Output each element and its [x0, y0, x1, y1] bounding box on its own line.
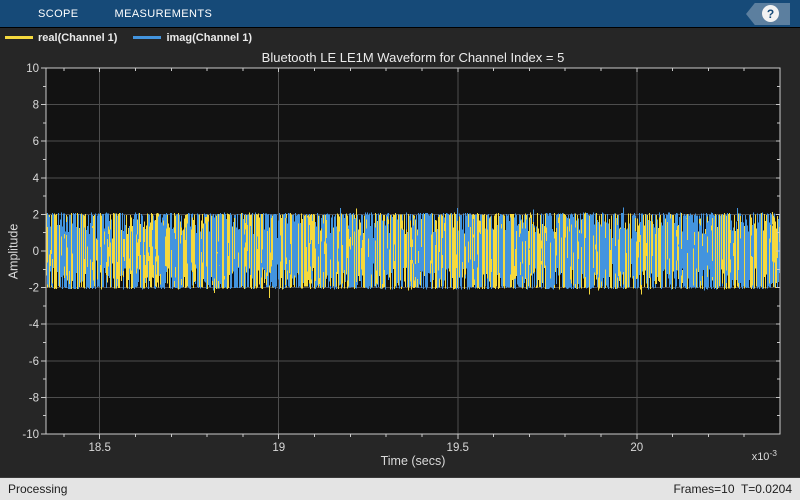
status-bar: Processing Frames=10 T=0.0204: [0, 477, 800, 500]
imag-line-swatch: [133, 36, 162, 39]
waveform-plot: 18.5 19 19.5 20 -10 -8 -6 -4 -2 0 2 4 6 8 10: [22, 63, 781, 454]
tab-scope[interactable]: SCOPE: [38, 7, 79, 20]
svg-text:18.5: 18.5: [89, 442, 111, 454]
svg-text:6: 6: [33, 136, 39, 148]
plot-title: Bluetooth LE LE1M Waveform for Channel I…: [261, 50, 565, 65]
legend-item-imag[interactable]: imag(Channel 1): [133, 32, 252, 44]
x-axis-label: Time (secs): [380, 454, 446, 468]
svg-text:2: 2: [33, 209, 39, 221]
svg-text:4: 4: [33, 173, 40, 185]
svg-text:-6: -6: [29, 356, 39, 368]
legend-label-imag: imag(Channel 1): [166, 31, 253, 44]
x-scale-exponent: x10-3: [751, 448, 777, 463]
svg-text:19: 19: [272, 442, 285, 454]
status-processing: Processing: [8, 482, 68, 496]
question-icon: ?: [762, 5, 779, 22]
legend-item-real[interactable]: real(Channel 1): [5, 32, 117, 44]
svg-text:19.5: 19.5: [447, 442, 469, 454]
toolstrip: SCOPE MEASUREMENTS ?: [0, 0, 800, 28]
svg-text:-8: -8: [29, 392, 39, 404]
legend-label-real: real(Channel 1): [38, 31, 118, 44]
svg-text:8: 8: [33, 100, 39, 112]
svg-text:-10: -10: [22, 429, 39, 441]
legend-bar: real(Channel 1) imag(Channel 1): [0, 28, 800, 47]
y-axis-label: Amplitude: [6, 223, 21, 280]
figure-area: 18.5 19 19.5 20 -10 -8 -6 -4 -2 0 2 4 6 8 10 Bluetooth…: [0, 47, 800, 477]
real-line-swatch: [5, 36, 33, 39]
svg-text:-4: -4: [29, 319, 40, 331]
svg-text:-2: -2: [29, 283, 39, 295]
svg-text:0: 0: [33, 246, 39, 258]
status-frames: Frames=10 T=0.0204: [673, 482, 792, 496]
svg-text:10: 10: [26, 63, 39, 75]
svg-text:20: 20: [630, 442, 643, 454]
tab-measurements[interactable]: MEASUREMENTS: [114, 7, 213, 20]
help-button[interactable]: ?: [746, 3, 790, 25]
